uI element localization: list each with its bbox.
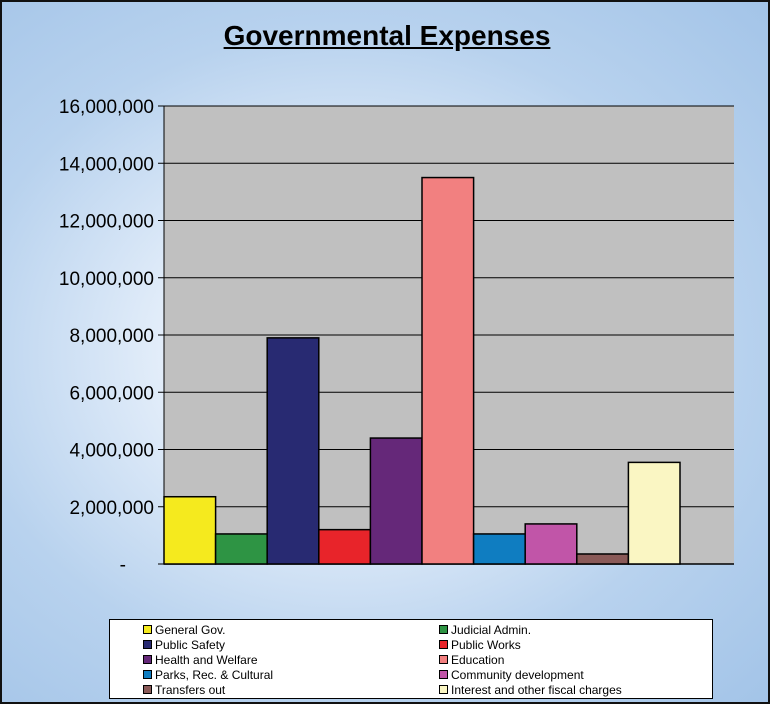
- legend-swatch: [439, 655, 448, 664]
- legend-swatch: [439, 625, 448, 634]
- legend-label: Education: [451, 652, 505, 667]
- bar: [524, 523, 578, 565]
- legend-item: General Gov.: [143, 622, 439, 637]
- legend-label: General Gov.: [155, 622, 226, 637]
- legend-label: Public Safety: [155, 637, 226, 652]
- legend-item: Education: [439, 652, 735, 667]
- bar: [163, 495, 217, 565]
- legend-item: Community development: [439, 667, 735, 682]
- legend-swatch: [143, 670, 152, 679]
- legend-swatch: [439, 640, 448, 649]
- bar: [627, 461, 681, 565]
- bar: [214, 533, 268, 565]
- legend-item: Public Works: [439, 637, 735, 652]
- legend-label: Judicial Admin.: [451, 622, 532, 637]
- legend-item: Parks, Rec. & Cultural: [143, 667, 439, 682]
- chart-legend: General Gov. Judicial Admin. Public Safety…: [109, 619, 713, 699]
- legend-label: Parks, Rec. & Cultural: [155, 667, 274, 682]
- legend-label: Transfers out: [155, 682, 226, 697]
- bar: [369, 437, 423, 565]
- legend-label: Health and Welfare: [155, 652, 258, 667]
- y-tick-label: 12,000,000: [59, 212, 154, 233]
- y-tick-label: 2,000,000: [69, 498, 154, 519]
- legend-item: Interest and other fiscal charges: [439, 682, 735, 697]
- legend-swatch: [143, 655, 152, 664]
- legend-label: Public Works: [451, 637, 521, 652]
- y-tick-label: 10,000,000: [59, 269, 154, 290]
- bar: [318, 528, 372, 565]
- legend-item: Health and Welfare: [143, 652, 439, 667]
- bar: [576, 553, 630, 565]
- bar: [421, 176, 475, 565]
- chart-title: Governmental Expenses: [223, 20, 551, 51]
- y-tick-label: 14,000,000: [59, 154, 154, 175]
- legend-item: Transfers out: [143, 682, 439, 697]
- legend-item: Judicial Admin.: [439, 622, 735, 637]
- legend-label: Interest and other fiscal charges: [451, 682, 622, 697]
- y-tick-label: 16,000,000: [59, 97, 154, 118]
- y-tick-label: 6,000,000: [69, 383, 154, 404]
- legend-label: Community development: [451, 667, 584, 682]
- y-tick-label: -: [120, 555, 126, 576]
- y-tick-label: 8,000,000: [69, 326, 154, 347]
- bar: [472, 533, 526, 565]
- legend-swatch: [143, 640, 152, 649]
- legend-swatch: [439, 670, 448, 679]
- legend-swatch: [143, 625, 152, 634]
- legend-item: Public Safety: [143, 637, 439, 652]
- bar: [266, 337, 320, 565]
- legend-swatch: [143, 685, 152, 694]
- y-tick-label: 4,000,000: [69, 441, 154, 462]
- legend-swatch: [439, 685, 448, 694]
